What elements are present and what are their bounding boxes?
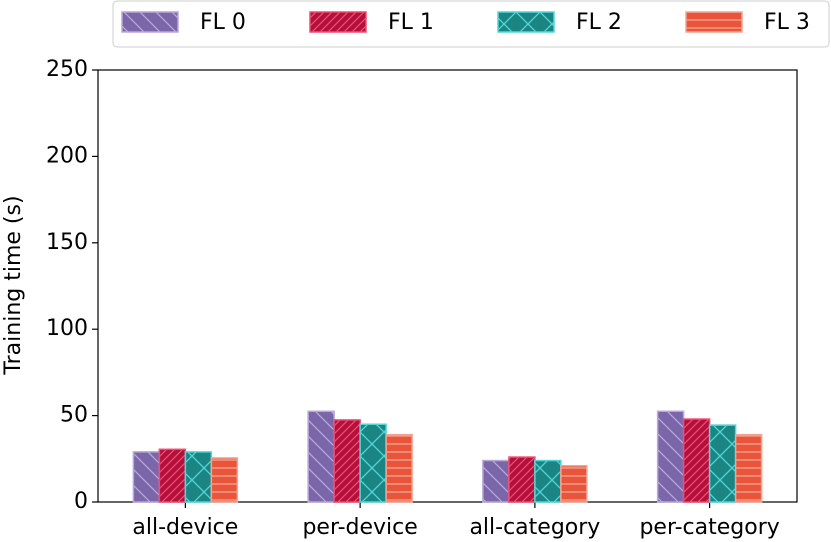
y-axis-label: Training time (s): [1, 195, 26, 375]
bar: [534, 459, 562, 503]
bar: [184, 451, 213, 503]
y-tick-label: 100: [46, 316, 88, 341]
bar: [210, 457, 239, 503]
y-tick-label: 0: [74, 489, 88, 514]
bar: [307, 410, 335, 503]
legend-swatch: [121, 11, 179, 33]
bar: [158, 448, 187, 503]
x-tick-label: per-category: [639, 515, 779, 540]
legend-swatch: [309, 11, 367, 33]
bar: [482, 459, 510, 503]
bar: [385, 433, 413, 503]
bar: [656, 410, 685, 503]
x-tick-label: per-device: [302, 515, 417, 540]
bar: [359, 423, 387, 503]
legend-swatch: [497, 11, 555, 33]
x-tick-label: all-category: [469, 515, 600, 540]
plot-frame: [97, 69, 798, 503]
bar: [333, 419, 361, 503]
bar: [734, 433, 763, 503]
bar: [708, 424, 737, 503]
y-tick-label: 50: [60, 403, 88, 428]
legend-label: FL 0: [200, 10, 246, 35]
legend-label: FL 2: [576, 10, 622, 35]
bar: [682, 418, 711, 503]
bar: [508, 456, 536, 503]
y-tick-label: 200: [46, 143, 88, 168]
bar: [560, 464, 588, 503]
legend-swatch: [685, 11, 743, 33]
bar: [132, 451, 161, 503]
legend-label: FL 3: [764, 10, 810, 35]
x-tick-label: all-device: [132, 515, 238, 540]
y-tick-label: 150: [46, 230, 88, 255]
legend-box: [112, 0, 830, 48]
y-tick-label: 250: [46, 57, 88, 82]
legend-label: FL 1: [388, 10, 434, 35]
